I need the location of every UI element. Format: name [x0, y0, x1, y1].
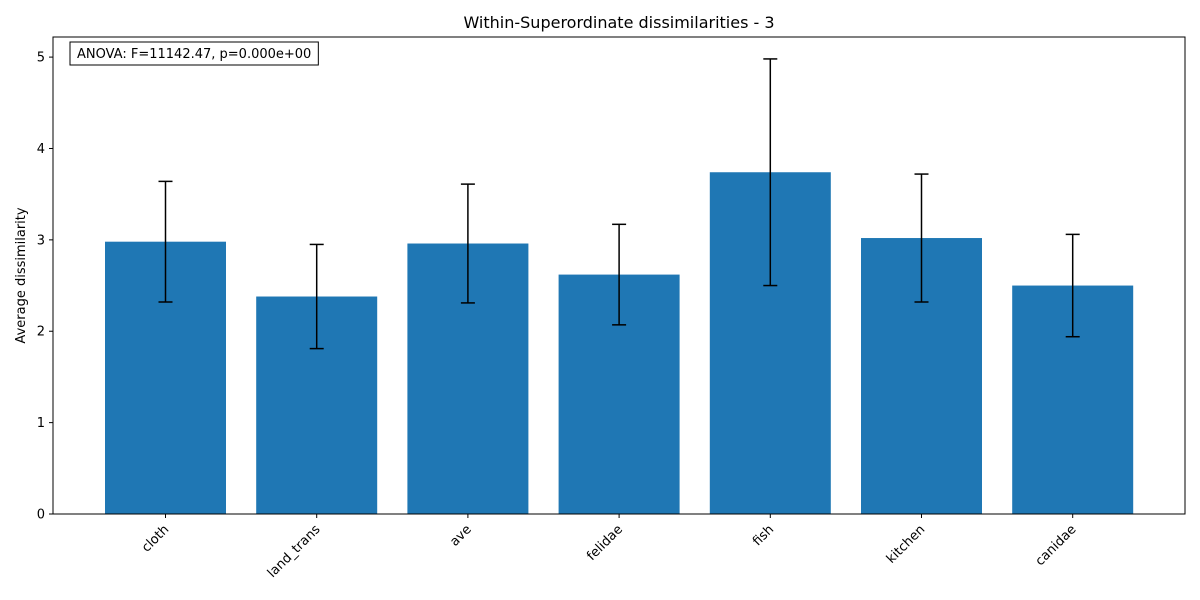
error-bar-ave [460, 183, 475, 304]
y-axis-label: Average dissimilarity [14, 207, 29, 343]
x-tick-label-fish: fish [750, 522, 777, 549]
x-tick-label-ave: ave [447, 522, 474, 549]
y-tick-label-5: 5 [37, 51, 45, 66]
x-tick-label-canidae: canidae [1033, 522, 1080, 569]
anova-annotation: ANOVA: F=11142.47, p=0.000e+00 [69, 41, 319, 66]
y-tick-label-1: 1 [37, 416, 45, 431]
error-bars-layer [158, 58, 1080, 350]
error-bar-fish [763, 58, 778, 287]
error-bar-felidae [612, 223, 627, 326]
error-bar-kitchen [914, 173, 929, 303]
error-bar-land_trans [309, 243, 324, 350]
annotation-box [69, 41, 319, 66]
x-tick-label-kitchen: kitchen [884, 522, 928, 566]
x-tick-label-land_trans: land_trans [265, 522, 324, 581]
x-tick-label-felidae: felidae [584, 522, 626, 564]
x-tick-label-cloth: cloth [139, 522, 172, 555]
chart-title: Within-Superordinate dissimilarities - 3 [463, 13, 774, 32]
error-bar-canidae [1065, 233, 1080, 338]
y-tick-label-0: 0 [37, 508, 45, 523]
y-tick-label-3: 3 [37, 233, 45, 248]
y-tick-label-2: 2 [37, 325, 45, 340]
x-axis-ticks: cloth land_trans ave felidae fish kitchen cani… [139, 514, 1080, 581]
error-bar-cloth [158, 180, 173, 303]
annotation-text: ANOVA: F=11142.47, p=0.000e+00 [77, 47, 311, 62]
y-tick-label-4: 4 [37, 142, 45, 157]
bars-layer [105, 172, 1134, 515]
y-axis-ticks: 0 1 2 3 4 5 [37, 51, 53, 523]
